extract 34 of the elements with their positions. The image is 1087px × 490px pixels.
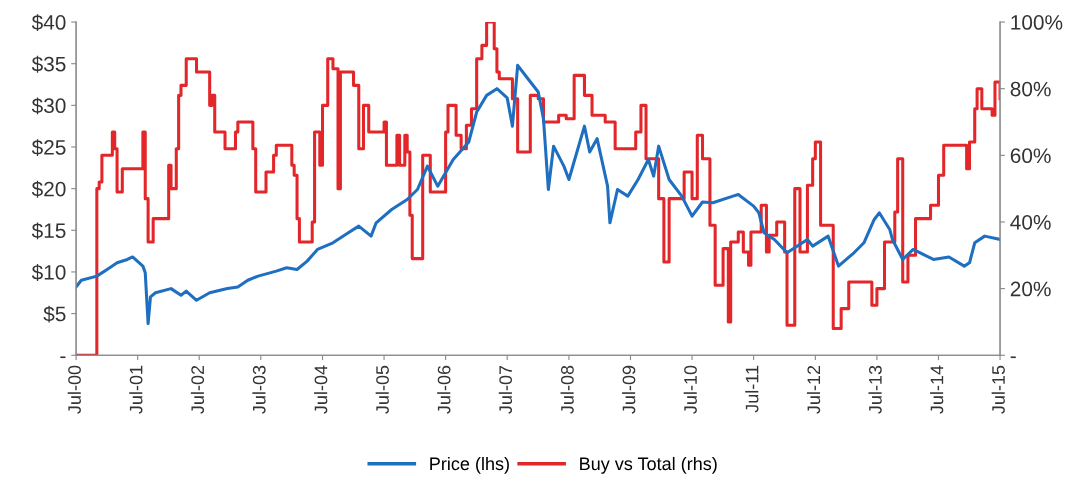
y2-tick-label: 20% [1010,281,1051,297]
x-tick-label: Jul-10 [683,365,697,414]
x-tick-label: Jul-00 [67,365,81,414]
x-tick-label: Jul-11 [745,365,759,413]
y-tick-label: - [60,356,66,359]
y-tick-label: $20 [31,180,66,198]
x-tick-label: Jul-01 [129,365,143,414]
y2-tick-label: 60% [1010,148,1051,164]
x-tick-label: Jul-04 [314,365,328,414]
y2-tick-label: - [1010,356,1016,359]
x-tick-label: Jul-03 [252,365,266,414]
x-tick-label: Jul-08 [560,365,574,414]
line-series [76,63,1001,326]
y2-tick-label: 80% [1010,81,1051,97]
legend-label: Price (lhs) [430,456,509,474]
y-tick-label: $30 [31,97,66,115]
y-tick-label: $40 [31,14,66,32]
y-tick-label: $35 [31,55,66,73]
y-tick-label: $10 [31,264,66,281]
x-tick-label: Jul-07 [498,365,513,414]
y-tick-label: $15 [31,222,66,240]
x-tick-label: Jul-05 [375,365,389,414]
y2-tick-label: 40% [1010,214,1051,230]
x-tick-label: Jul-06 [437,365,451,414]
y-tick-label: $25 [31,139,66,156]
legend-label: Buy vs Total (rhs) [580,456,717,474]
x-tick-label: Jul-13 [868,365,882,414]
x-tick-label: Jul-15 [991,365,1005,414]
x-tick-label: Jul-12 [806,365,821,414]
x-tick-label: Jul-02 [190,365,205,414]
y-tick-label: $5 [43,305,66,323]
x-tick-label: Jul-14 [930,365,944,414]
y2-tick-label: 100% [1011,15,1063,30]
x-tick-label: Jul-09 [622,365,636,414]
